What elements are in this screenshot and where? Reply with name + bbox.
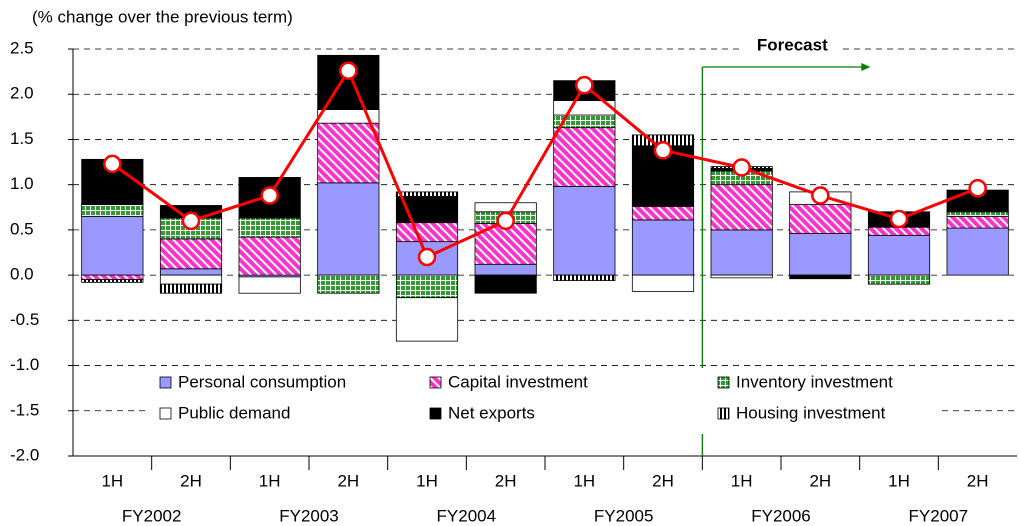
total-point	[496, 211, 515, 231]
bar-segment	[238, 217, 301, 238]
x-tick-label: 1H	[731, 471, 753, 490]
total-point	[339, 61, 358, 80]
bar-segment	[710, 229, 773, 276]
bar-segment	[81, 274, 144, 281]
bar-segment	[867, 234, 931, 276]
bar-segment	[81, 279, 144, 283]
bar-segment	[159, 274, 223, 285]
x-tick-label: 2H	[495, 471, 517, 490]
total-point	[653, 141, 673, 160]
bar-segment	[317, 274, 380, 294]
bar-segment	[474, 202, 537, 213]
bar-segment	[946, 211, 1009, 217]
y-tick-label: -2.0	[10, 445, 39, 464]
total-line	[111, 67, 979, 260]
legend-swatch	[429, 376, 442, 389]
x-tick-label: 1H	[573, 471, 595, 490]
bar-segment	[81, 204, 144, 217]
group-label: FY2002	[122, 506, 182, 525]
legend-label: Net exports	[448, 403, 535, 422]
bar-segment	[474, 263, 537, 276]
bar-segment	[395, 297, 459, 342]
y-tick-label: 1.0	[10, 174, 34, 193]
y-tick-label: 2.5	[10, 38, 34, 57]
bar-segment	[789, 274, 852, 280]
bar-segment	[395, 274, 459, 299]
forecast-bg	[742, 36, 843, 56]
legend-swatch	[717, 407, 730, 420]
x-tick-label: 1H	[259, 471, 281, 490]
bar-segment	[238, 236, 301, 276]
bar-segment	[789, 233, 852, 276]
x-tick-label: 2H	[337, 471, 359, 490]
bar-segment	[317, 122, 380, 184]
total-point	[260, 186, 279, 205]
bar-segment	[631, 205, 695, 221]
total-point	[417, 247, 437, 267]
total-point	[181, 211, 201, 231]
bar-segment	[710, 184, 773, 231]
total-point	[732, 158, 751, 177]
x-tick-label: 2H	[652, 471, 674, 490]
x-tick-label: 1H	[888, 471, 910, 490]
legend-swatch	[429, 407, 442, 420]
total-point	[811, 186, 830, 205]
y-axis-label: (% change over the previous term)	[32, 7, 293, 26]
bar-segment	[553, 127, 616, 187]
total-point	[575, 75, 594, 95]
forecast-arrowhead	[861, 63, 871, 71]
bar-segment	[238, 276, 301, 294]
bar-segment	[789, 204, 852, 234]
group-label: FY2003	[279, 506, 339, 525]
legend-label: Housing investment	[736, 403, 886, 422]
bar-segment	[631, 274, 695, 292]
bar-segment	[631, 219, 695, 276]
bar-segment	[81, 215, 144, 276]
bar-segment	[395, 191, 459, 197]
group-label: FY2007	[909, 506, 969, 525]
bar-segment	[159, 238, 223, 270]
y-tick-label: -1.5	[10, 400, 39, 419]
y-tick-label: 2.0	[10, 84, 34, 103]
legend-swatch	[159, 376, 172, 389]
x-tick-label: 2H	[180, 471, 202, 490]
group-label: FY2004	[437, 506, 497, 525]
bar-segment	[159, 268, 223, 276]
bar-segment	[710, 274, 773, 279]
legend-swatch	[159, 407, 172, 420]
y-tick-label: 1.5	[10, 129, 34, 148]
bar-segment	[395, 222, 459, 243]
bar-segment	[946, 227, 1009, 276]
x-tick-label: 1H	[101, 471, 123, 490]
x-tick-label: 1H	[416, 471, 438, 490]
x-tick-label: 2H	[967, 471, 989, 490]
y-tick-label: -0.5	[10, 310, 39, 329]
forecast-label: Forecast	[757, 35, 828, 54]
legend-label: Inventory investment	[736, 372, 893, 391]
bar-segment	[474, 274, 537, 294]
legend-label: Public demand	[178, 403, 290, 422]
group-label: FY2005	[594, 506, 654, 525]
bar-segment	[317, 182, 380, 276]
y-tick-label: 0.0	[10, 265, 34, 284]
total-point	[968, 179, 987, 198]
legend-box	[148, 368, 938, 434]
legend-label: Personal consumption	[178, 372, 346, 391]
bar-segment	[946, 215, 1009, 229]
x-tick-label: 2H	[809, 471, 831, 490]
total-point	[889, 209, 909, 229]
legend-label: Capital investment	[448, 372, 588, 391]
bar-segment	[553, 274, 616, 281]
y-tick-label: 0.5	[10, 219, 34, 238]
legend-swatch	[717, 376, 730, 389]
bar-segment	[867, 274, 931, 285]
group-label: FY2006	[751, 506, 811, 525]
bar-segment	[159, 283, 223, 294]
bar-segment	[867, 226, 931, 236]
total-point	[103, 154, 122, 174]
y-tick-label: -1.0	[10, 355, 39, 374]
bar-segment	[553, 186, 616, 276]
